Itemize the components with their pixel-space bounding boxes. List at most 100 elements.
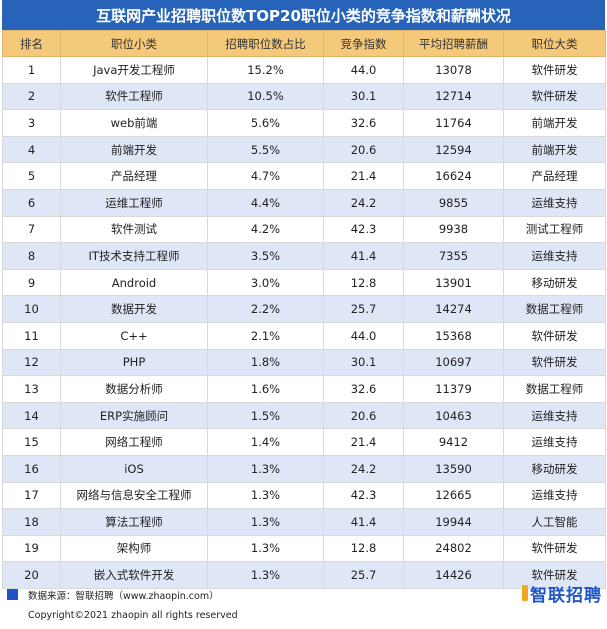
average-salary-cell: 19944 [403,508,504,536]
header-posting-share: 招聘职位数占比 [207,30,324,57]
competition-index-cell: 12.8 [323,534,404,563]
table-row: 10 数据开发 2.2% 25.7 14274 数据工程师 [2,295,606,323]
table-row: 11 C++ 2.1% 44.0 15368 软件研发 [2,321,606,350]
average-salary-cell: 14274 [403,295,504,323]
job-subcategory-cell: PHP [60,348,208,377]
posting-share-cell: 1.4% [207,428,324,456]
job-subcategory-cell: 网络工程师 [60,428,208,456]
rank-cell: 15 [2,428,61,456]
job-category-cell: 软件研发 [503,56,606,84]
table-row: 15 网络工程师 1.4% 21.4 9412 运维支持 [2,428,606,456]
job-category-cell: 人工智能 [503,508,606,536]
job-subcategory-cell: 运维工程师 [60,188,208,217]
posting-share-cell: 1.3% [207,508,324,536]
job-subcategory-cell: 算法工程师 [60,508,208,536]
competition-index-cell: 32.6 [323,375,404,403]
rank-cell: 6 [2,188,61,217]
table-row: 3 web前端 5.6% 32.6 11764 前端开发 [2,109,606,137]
average-salary-cell: 13901 [403,268,504,297]
job-subcategory-cell: iOS [60,454,208,483]
table-row: 1 Java开发工程师 15.2% 44.0 13078 软件研发 [2,56,606,84]
average-salary-cell: 11379 [403,375,504,403]
rank-cell: 17 [2,481,61,510]
average-salary-cell: 12714 [403,82,504,111]
rank-cell: 10 [2,295,61,323]
job-subcategory-cell: 数据开发 [60,295,208,323]
average-salary-cell: 24802 [403,534,504,563]
job-category-cell: 移动研发 [503,268,606,297]
job-category-cell: 软件研发 [503,561,606,589]
table-row: 18 算法工程师 1.3% 41.4 19944 人工智能 [2,508,606,536]
posting-share-cell: 4.7% [207,162,324,190]
table-row: 14 ERP实施顾问 1.5% 20.6 10463 运维支持 [2,401,606,430]
posting-share-cell: 1.3% [207,481,324,510]
table-row: 9 Android 3.0% 12.8 13901 移动研发 [2,268,606,297]
average-salary-cell: 10463 [403,401,504,430]
job-category-cell: 移动研发 [503,454,606,483]
average-salary-cell: 13590 [403,454,504,483]
header-rank: 排名 [2,30,61,57]
rank-cell: 2 [2,82,61,111]
competition-index-cell: 20.6 [323,401,404,430]
footer: 数据来源：智联招聘（www.zhaopin.com） Copyright©202… [0,580,607,629]
rank-cell: 19 [2,534,61,563]
rank-cell: 4 [2,135,61,164]
competition-index-cell: 21.4 [323,428,404,456]
job-subcategory-cell: IT技术支持工程师 [60,242,208,270]
competition-index-cell: 44.0 [323,321,404,350]
rank-cell: 8 [2,242,61,270]
table-row: 8 IT技术支持工程师 3.5% 41.4 7355 运维支持 [2,242,606,270]
rank-cell: 11 [2,321,61,350]
posting-share-cell: 3.0% [207,268,324,297]
logo-text: 智联招聘 [530,585,602,606]
header-average-salary: 平均招聘薪酬 [403,30,504,57]
table-row: 20 嵌入式软件开发 1.3% 25.7 14426 软件研发 [2,561,606,589]
posting-share-cell: 4.4% [207,188,324,217]
table-row: 13 数据分析师 1.6% 32.6 11379 数据工程师 [2,375,606,403]
job-subcategory-cell: C++ [60,321,208,350]
posting-share-cell: 2.1% [207,321,324,350]
rank-cell: 12 [2,348,61,377]
rank-cell: 7 [2,215,61,244]
competition-index-cell: 44.0 [323,56,404,84]
rank-cell: 13 [2,375,61,403]
average-salary-cell: 9855 [403,188,504,217]
table-row: 16 iOS 1.3% 24.2 13590 移动研发 [2,454,606,483]
table-row: 5 产品经理 4.7% 21.4 16624 产品经理 [2,162,606,190]
competition-index-cell: 21.4 [323,162,404,190]
competition-index-cell: 25.7 [323,295,404,323]
job-subcategory-cell: 网络与信息安全工程师 [60,481,208,510]
competition-index-cell: 42.3 [323,481,404,510]
header-competition-index: 竞争指数 [323,30,404,57]
table-row: 12 PHP 1.8% 30.1 10697 软件研发 [2,348,606,377]
posting-share-cell: 1.6% [207,375,324,403]
average-salary-cell: 15368 [403,321,504,350]
average-salary-cell: 14426 [403,561,504,589]
average-salary-cell: 10697 [403,348,504,377]
competition-index-cell: 24.2 [323,188,404,217]
competition-index-cell: 41.4 [323,242,404,270]
table-row: 17 网络与信息安全工程师 1.3% 42.3 12665 运维支持 [2,481,606,510]
salary-table: 排名 职位小类 招聘职位数占比 竞争指数 平均招聘薪酬 职位大类 1 Java开发… [2,30,606,589]
job-subcategory-cell: Android [60,268,208,297]
posting-share-cell: 10.5% [207,82,324,111]
table-body: 1 Java开发工程师 15.2% 44.0 13078 软件研发 2 软件工程师 10.5% 3… [2,56,606,589]
rank-cell: 18 [2,508,61,536]
job-category-cell: 运维支持 [503,481,606,510]
rank-cell: 20 [2,561,61,589]
job-subcategory-cell: 架构师 [60,534,208,563]
rank-cell: 16 [2,454,61,483]
posting-share-cell: 1.5% [207,401,324,430]
average-salary-cell: 9412 [403,428,504,456]
competition-index-cell: 30.1 [323,82,404,111]
job-subcategory-cell: 数据分析师 [60,375,208,403]
competition-index-cell: 42.3 [323,215,404,244]
average-salary-cell: 13078 [403,56,504,84]
data-source: 数据来源：智联招聘（www.zhaopin.com） [28,591,219,602]
job-category-cell: 软件研发 [503,348,606,377]
table-row: 7 软件测试 4.2% 42.3 9938 测试工程师 [2,215,606,244]
average-salary-cell: 16624 [403,162,504,190]
rank-cell: 3 [2,109,61,137]
table-title: 互联网产业招聘职位数TOP20职位小类的竞争指数和薪酬状况 [2,0,605,30]
rank-cell: 14 [2,401,61,430]
